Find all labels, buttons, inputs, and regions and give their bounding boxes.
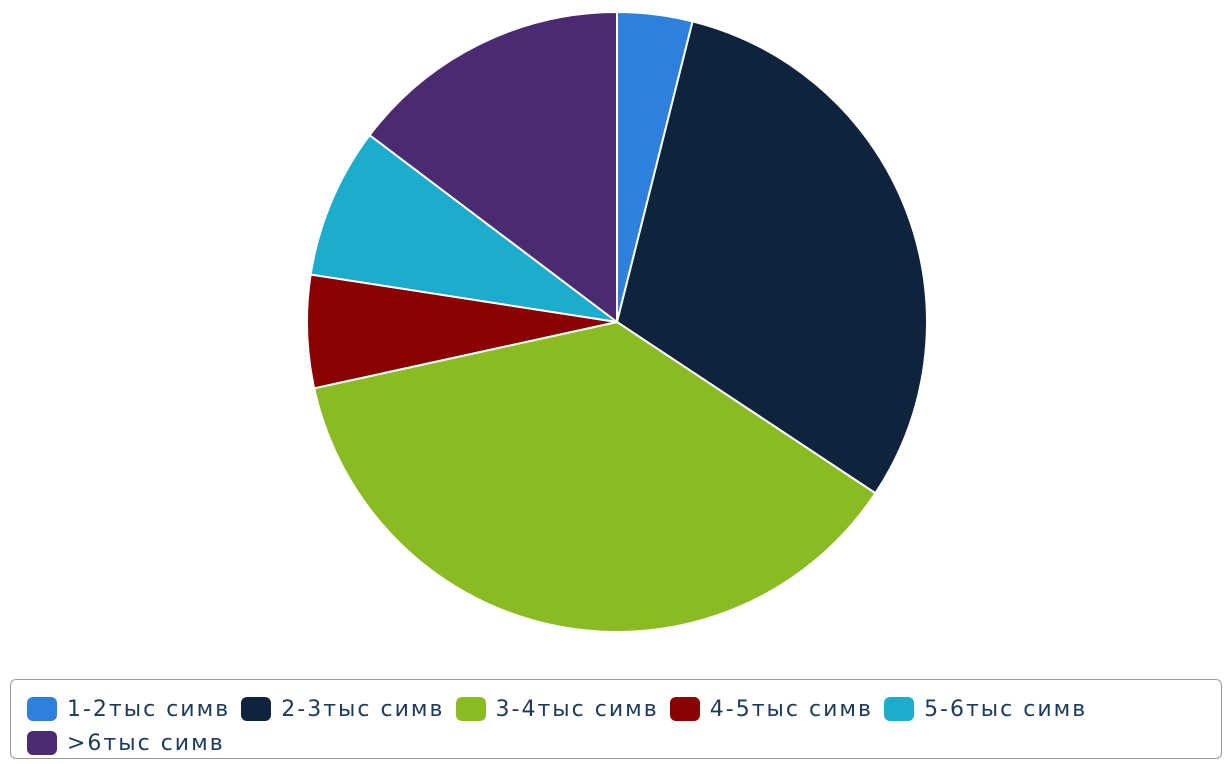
legend-item-5-6[interactable]: 5-6тыс симв	[884, 692, 1087, 726]
pie-slice-6[interactable]	[368, 11, 618, 323]
legend-label: 1-2тыс симв	[67, 696, 231, 722]
legend-item-1-2[interactable]: 1-2тыс симв	[27, 692, 230, 726]
legend-label: 2-3тыс симв	[281, 696, 445, 722]
legend-item-3-4[interactable]: 3-4тыс симв	[455, 692, 659, 726]
legend-swatch	[241, 697, 272, 721]
legend-swatch	[884, 697, 915, 721]
pie-slice-3[interactable]	[313, 321, 877, 633]
legend-item-4-5[interactable]: 4-5тыс симв	[669, 692, 873, 726]
legend-swatch	[27, 697, 57, 721]
legend-label: 5-6тыс симв	[924, 696, 1088, 722]
legend-label: 4-5тыс симв	[709, 696, 873, 722]
legend-swatch	[27, 731, 57, 755]
pie-chart	[306, 11, 928, 633]
pie-slice-5[interactable]	[309, 134, 618, 323]
chart-legend: 1-2тыс симв 2-3тыс симв 3-4тыс симв 4-5т…	[10, 679, 1222, 759]
legend-swatch	[669, 697, 700, 721]
legend-label: 3-4тыс симв	[495, 696, 659, 722]
legend-item-2-3[interactable]: 2-3тыс симв	[241, 692, 444, 726]
pie-slices	[306, 11, 928, 633]
legend-swatch	[455, 697, 486, 721]
pie-slice-2[interactable]	[616, 20, 928, 495]
legend-label: >6тыс симв	[67, 730, 225, 756]
legend-item-6-plus[interactable]: >6тыс симв	[27, 726, 225, 760]
